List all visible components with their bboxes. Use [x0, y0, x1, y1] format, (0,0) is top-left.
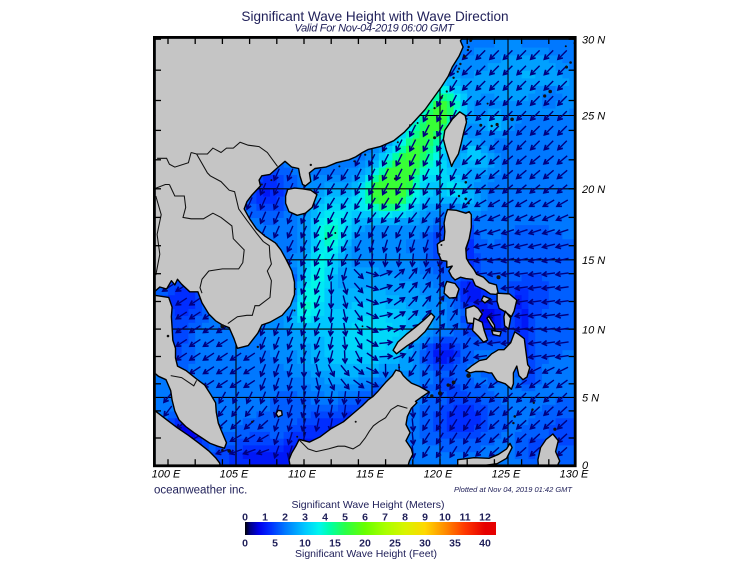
svg-text:20: 20 [359, 538, 371, 550]
svg-text:110 E: 110 E [288, 469, 317, 481]
svg-text:30 N: 30 N [582, 34, 605, 46]
svg-text:40: 40 [479, 538, 491, 550]
svg-text:0: 0 [242, 538, 248, 550]
svg-text:100 E: 100 E [152, 469, 181, 481]
svg-text:5: 5 [342, 512, 348, 524]
svg-text:6: 6 [362, 512, 368, 524]
svg-text:10 N: 10 N [582, 324, 605, 336]
svg-text:35: 35 [449, 538, 461, 550]
svg-text:Significant Wave Height (Meter: Significant Wave Height (Meters) [291, 499, 444, 511]
svg-text:Valid For Nov-04-2019 06:00 GM: Valid For Nov-04-2019 06:00 GMT [294, 23, 455, 35]
svg-text:4: 4 [322, 512, 328, 524]
svg-text:15 N: 15 N [582, 255, 605, 267]
svg-text:130 E: 130 E [560, 469, 589, 481]
svg-text:0: 0 [242, 512, 248, 524]
svg-text:9: 9 [422, 512, 428, 524]
svg-text:Significant Wave Height (Feet): Significant Wave Height (Feet) [295, 548, 437, 560]
svg-text:0: 0 [582, 460, 589, 472]
svg-text:125 E: 125 E [492, 469, 521, 481]
svg-text:3: 3 [302, 512, 308, 524]
svg-text:30: 30 [419, 538, 431, 550]
svg-text:Plotted at Nov 04, 2019 01:42: Plotted at Nov 04, 2019 01:42 GMT [454, 485, 573, 494]
svg-text:25 N: 25 N [581, 111, 605, 123]
svg-text:10: 10 [299, 538, 311, 550]
svg-text:11: 11 [459, 512, 470, 524]
svg-text:7: 7 [382, 512, 388, 524]
svg-text:5: 5 [272, 538, 278, 550]
svg-text:105 E: 105 E [220, 469, 249, 481]
svg-text:10: 10 [439, 512, 451, 524]
svg-text:Significant Wave Height with W: Significant Wave Height with Wave Direct… [241, 9, 508, 24]
svg-text:120 E: 120 E [424, 469, 453, 481]
svg-text:20 N: 20 N [581, 184, 605, 196]
svg-text:2: 2 [282, 512, 288, 524]
svg-text:5 N: 5 N [582, 393, 599, 405]
svg-text:12: 12 [479, 512, 491, 524]
svg-text:8: 8 [402, 512, 408, 524]
svg-text:oceanweather inc.: oceanweather inc. [154, 485, 247, 497]
svg-text:115 E: 115 E [356, 469, 385, 481]
svg-text:15: 15 [329, 538, 341, 550]
svg-text:1: 1 [262, 512, 268, 524]
svg-text:25: 25 [389, 538, 401, 550]
